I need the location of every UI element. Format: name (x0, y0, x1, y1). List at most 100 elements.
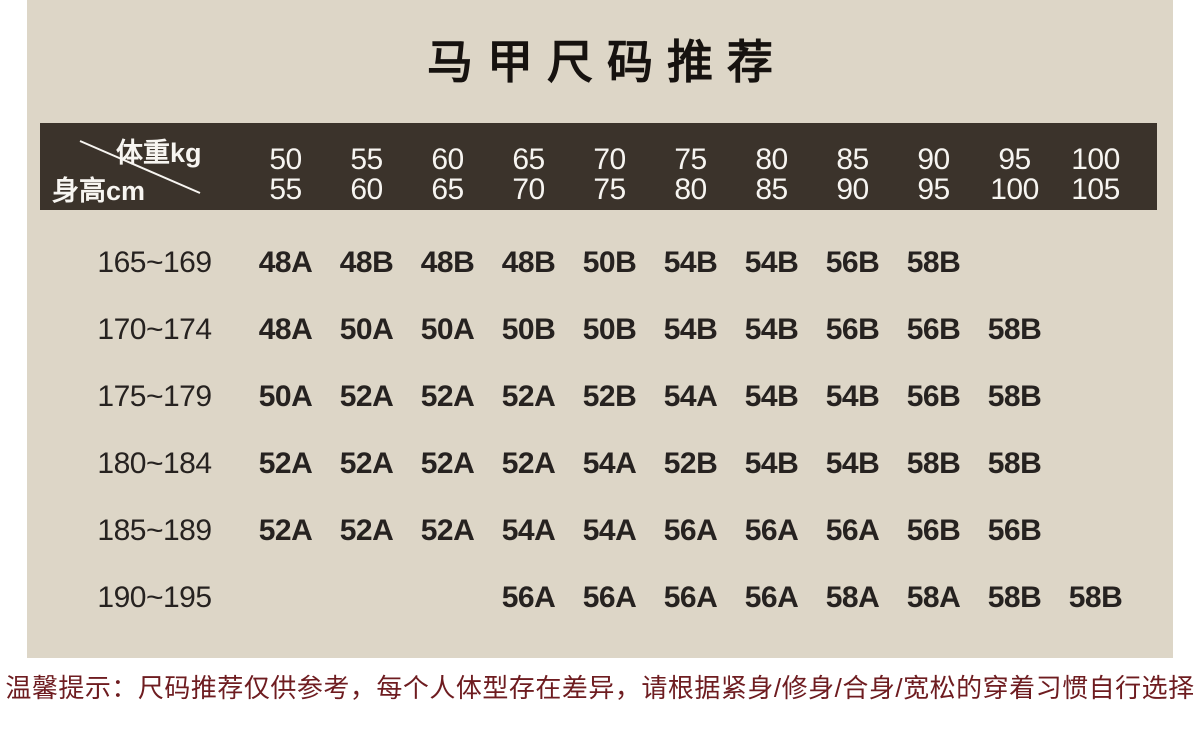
height-range-label: 190~195 (97, 580, 212, 614)
weight-column-header: 80 85 (731, 123, 812, 210)
size-cell: 50A (258, 379, 313, 413)
weight-range-top: 80 (755, 143, 788, 176)
table-header-bar: 体重kg 身高cm 50 55 55 60 60 65 65 70 70 75 (40, 123, 1157, 210)
weight-range-bottom: 90 (836, 173, 869, 206)
weight-column-header: 75 80 (650, 123, 731, 210)
height-axis-label: 身高cm (52, 176, 146, 206)
size-cell: 54B (663, 312, 718, 346)
table-row: 190~195 56A 56A 56A 56A 58A 58A 58B 58B (40, 564, 1157, 631)
weight-column-header: 95 100 (974, 123, 1055, 210)
weight-range-top: 60 (431, 143, 464, 176)
size-cell: 54B (744, 379, 799, 413)
diagonal-divider-line (79, 140, 201, 194)
height-range-label: 165~169 (97, 245, 212, 279)
size-cell: 58B (906, 446, 961, 480)
size-cell: 56A (744, 513, 799, 547)
footer-note: 温馨提示：尺码推荐仅供参考，每个人体型存在差异，请根据紧身/修身/合身/宽松的穿… (5, 673, 1195, 703)
size-cell: 54A (582, 446, 637, 480)
size-cell: 50A (420, 312, 475, 346)
weight-range-bottom: 65 (431, 173, 464, 206)
size-cell: 52A (420, 446, 475, 480)
weight-column-header: 55 60 (326, 123, 407, 210)
table-row: 165~169 48A 48B 48B 48B 50B 54B 54B 56B … (40, 229, 1157, 296)
size-cell: 54A (582, 513, 637, 547)
weight-range-top: 55 (350, 143, 383, 176)
weight-range-top: 95 (998, 143, 1031, 176)
size-cell: 52A (258, 513, 313, 547)
size-cell: 56A (582, 580, 637, 614)
weight-range-bottom: 105 (1071, 173, 1120, 206)
weight-range-bottom: 55 (269, 173, 302, 206)
corner-cell: 体重kg 身高cm (40, 123, 245, 210)
weight-column-header: 100 105 (1055, 123, 1136, 210)
size-cell: 54B (744, 245, 799, 279)
size-cell: 48B (420, 245, 475, 279)
size-cell: 54B (825, 446, 880, 480)
size-cell: 54B (744, 312, 799, 346)
size-cell: 52A (339, 513, 394, 547)
size-chart-panel: 马甲尺码推荐 体重kg 身高cm 50 55 55 60 60 65 (27, 0, 1173, 658)
size-cell: 48A (258, 245, 313, 279)
weight-column-header: 90 95 (893, 123, 974, 210)
weight-column-header: 60 65 (407, 123, 488, 210)
weight-range-top: 85 (836, 143, 869, 176)
height-range-label: 170~174 (97, 312, 212, 346)
size-cell: 56B (825, 312, 880, 346)
table-body: 165~169 48A 48B 48B 48B 50B 54B 54B 56B … (40, 229, 1157, 631)
size-cell: 54B (744, 446, 799, 480)
size-cell: 50A (339, 312, 394, 346)
size-cell: 56A (501, 580, 556, 614)
size-cell: 56B (906, 379, 961, 413)
size-cell: 58A (906, 580, 961, 614)
size-cell: 56A (744, 580, 799, 614)
size-cell: 54A (663, 379, 718, 413)
weight-range-top: 75 (674, 143, 707, 176)
size-cell: 52A (420, 513, 475, 547)
size-cell: 58B (1068, 580, 1123, 614)
size-cell: 52B (663, 446, 718, 480)
weight-range-bottom: 95 (917, 173, 950, 206)
weight-range-bottom: 75 (593, 173, 626, 206)
table-row: 180~184 52A 52A 52A 52A 54A 52B 54B 54B … (40, 430, 1157, 497)
table-row: 185~189 52A 52A 52A 54A 54A 56A 56A 56A … (40, 497, 1157, 564)
size-cell: 54B (825, 379, 880, 413)
size-cell: 50B (582, 245, 637, 279)
size-cell: 56B (987, 513, 1042, 547)
weight-range-bottom: 80 (674, 173, 707, 206)
size-cell: 50B (582, 312, 637, 346)
weight-column-header: 85 90 (812, 123, 893, 210)
size-cell: 52A (501, 379, 556, 413)
size-cell: 52A (258, 446, 313, 480)
height-range-label: 185~189 (97, 513, 212, 547)
table-row: 175~179 50A 52A 52A 52A 52B 54A 54B 54B … (40, 363, 1157, 430)
size-cell: 56A (663, 513, 718, 547)
height-range-label: 180~184 (97, 446, 212, 480)
height-range-label: 175~179 (97, 379, 212, 413)
size-cell: 56B (906, 513, 961, 547)
table-row: 170~174 48A 50A 50A 50B 50B 54B 54B 56B … (40, 296, 1157, 363)
size-cell: 48A (258, 312, 313, 346)
size-cell: 54A (501, 513, 556, 547)
size-cell: 56A (663, 580, 718, 614)
weight-column-header: 70 75 (569, 123, 650, 210)
size-cell: 54B (663, 245, 718, 279)
weight-column-header: 65 70 (488, 123, 569, 210)
weight-axis-label: 体重kg (116, 138, 202, 168)
weight-range-top: 90 (917, 143, 950, 176)
weight-range-bottom: 100 (990, 173, 1039, 206)
size-cell: 52A (339, 446, 394, 480)
size-cell: 56B (906, 312, 961, 346)
weight-range-bottom: 70 (512, 173, 545, 206)
weight-range-top: 100 (1071, 143, 1120, 176)
size-cell: 52A (420, 379, 475, 413)
size-cell: 58B (987, 379, 1042, 413)
page-title: 马甲尺码推荐 (427, 36, 787, 88)
weight-range-top: 65 (512, 143, 545, 176)
size-cell: 58B (987, 446, 1042, 480)
size-cell: 50B (501, 312, 556, 346)
size-cell: 48B (501, 245, 556, 279)
size-cell: 58B (906, 245, 961, 279)
size-cell: 58A (825, 580, 880, 614)
size-cell: 58B (987, 312, 1042, 346)
